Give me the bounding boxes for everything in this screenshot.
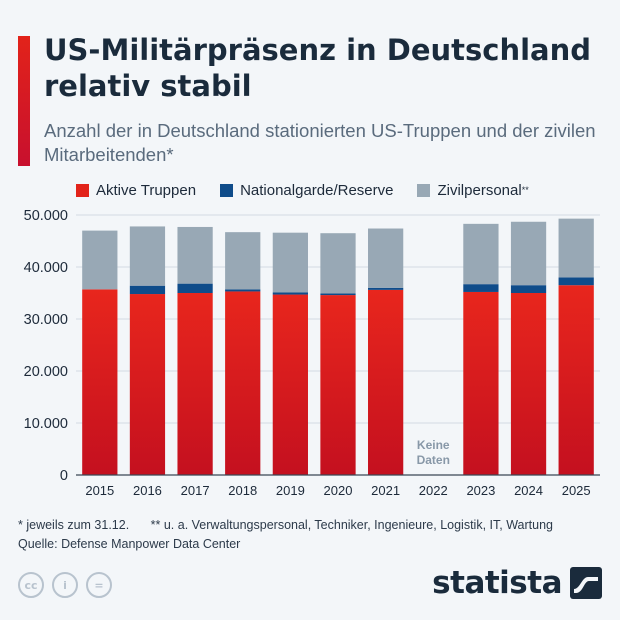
x-tick-label: 2022 <box>419 483 448 498</box>
legend-label-zivilpersonal: Zivilpersonal <box>437 181 522 199</box>
x-tick-label: 2020 <box>324 483 353 498</box>
chart-legend: Aktive Truppen Nationalgarde/Reserve Ziv… <box>76 180 553 200</box>
bar-segment <box>368 287 404 290</box>
x-tick-label: 2019 <box>276 483 305 498</box>
y-tick-label: 10.000 <box>24 416 68 432</box>
y-tick-label: 30.000 <box>24 312 68 328</box>
attribution-icon[interactable]: i <box>52 572 78 598</box>
bar-segment <box>177 293 213 475</box>
legend-swatch-nationalgarde <box>220 183 234 197</box>
page-subtitle: Anzahl der in Deutschland stationierten … <box>44 120 596 165</box>
bar-segment <box>272 232 308 293</box>
no-data-annotation: Keine <box>417 438 450 452</box>
bar-segment <box>82 230 118 290</box>
bar-segment <box>320 295 356 475</box>
bar-segment <box>129 285 166 295</box>
no-derivatives-icon[interactable]: = <box>86 572 112 598</box>
bar-segment <box>177 226 213 284</box>
y-tick-label: 40.000 <box>24 260 68 276</box>
bar-segment <box>177 283 213 293</box>
legend-item-nationalgarde: Nationalgarde/Reserve <box>220 182 393 199</box>
x-tick-label: 2021 <box>371 483 400 498</box>
bar-segment <box>225 291 261 475</box>
bar-segment <box>558 285 594 475</box>
bar-segment <box>463 284 499 292</box>
brand-name: statista <box>432 565 562 601</box>
legend-swatch-zivilpersonal <box>417 183 431 197</box>
footnote-civilian: ** u. a. Verwaltungspersonal, Techniker,… <box>150 518 553 532</box>
statista-logo-icon <box>570 567 602 599</box>
bar-segment <box>129 226 166 286</box>
legend-swatch-aktive-truppen <box>76 183 89 197</box>
bar-segment <box>320 233 356 294</box>
stacked-bar-chart: 0 10.000 20.000 30.000 40.000 50.000 2015 2016 2… <box>24 208 600 498</box>
legend-item-aktive-truppen: Aktive Truppen <box>76 182 196 199</box>
cc-icon[interactable]: cc <box>18 572 44 598</box>
x-tick-label: 2017 <box>181 483 210 498</box>
page-title: US-Militärpräsenz in Deutschland relativ… <box>44 33 592 103</box>
footnotes: * jeweils zum 31.12. ** u. a. Verwaltung… <box>18 516 571 554</box>
bar-segment <box>510 221 547 286</box>
x-tick-label: 2024 <box>514 483 543 498</box>
x-tick-label: 2023 <box>466 483 495 498</box>
bar-segment <box>368 289 404 475</box>
legend-sup-zivilpersonal: ** <box>521 185 529 195</box>
bar-segment <box>558 277 594 286</box>
y-tick-label: 0 <box>60 468 68 484</box>
no-data-annotation: Daten <box>417 453 450 467</box>
bar-segment <box>129 294 166 475</box>
bar-segment <box>272 292 308 295</box>
y-tick-label: 50.000 <box>24 208 68 224</box>
y-tick-label: 20.000 <box>24 364 68 380</box>
bar-segment <box>272 294 308 475</box>
bar-segment <box>463 291 499 475</box>
bar-segment <box>225 232 261 290</box>
source-note: Quelle: Defense Manpower Data Center <box>18 537 241 551</box>
bar-segment <box>82 289 118 475</box>
footnote-date: * jeweils zum 31.12. <box>18 518 130 532</box>
legend-label-aktive-truppen: Aktive Truppen <box>96 181 197 199</box>
bar-segment <box>320 293 356 296</box>
license-icons: cc i = <box>18 572 120 598</box>
bar-segment <box>558 218 594 278</box>
x-tick-label: 2015 <box>85 483 114 498</box>
x-tick-label: 2016 <box>133 483 162 498</box>
bar-segment <box>463 223 499 285</box>
bar-segment <box>368 228 404 288</box>
legend-label-nationalgarde: Nationalgarde/Reserve <box>240 181 394 199</box>
accent-bar <box>18 36 30 166</box>
legend-item-zivilpersonal: Zivilpersonal ** <box>417 181 529 199</box>
x-tick-label: 2018 <box>228 483 257 498</box>
bar-segment <box>225 289 261 292</box>
bar-segment <box>510 293 547 475</box>
bar-segment <box>510 285 547 293</box>
statista-brand[interactable]: statista <box>432 565 602 601</box>
x-tick-label: 2025 <box>562 483 591 498</box>
